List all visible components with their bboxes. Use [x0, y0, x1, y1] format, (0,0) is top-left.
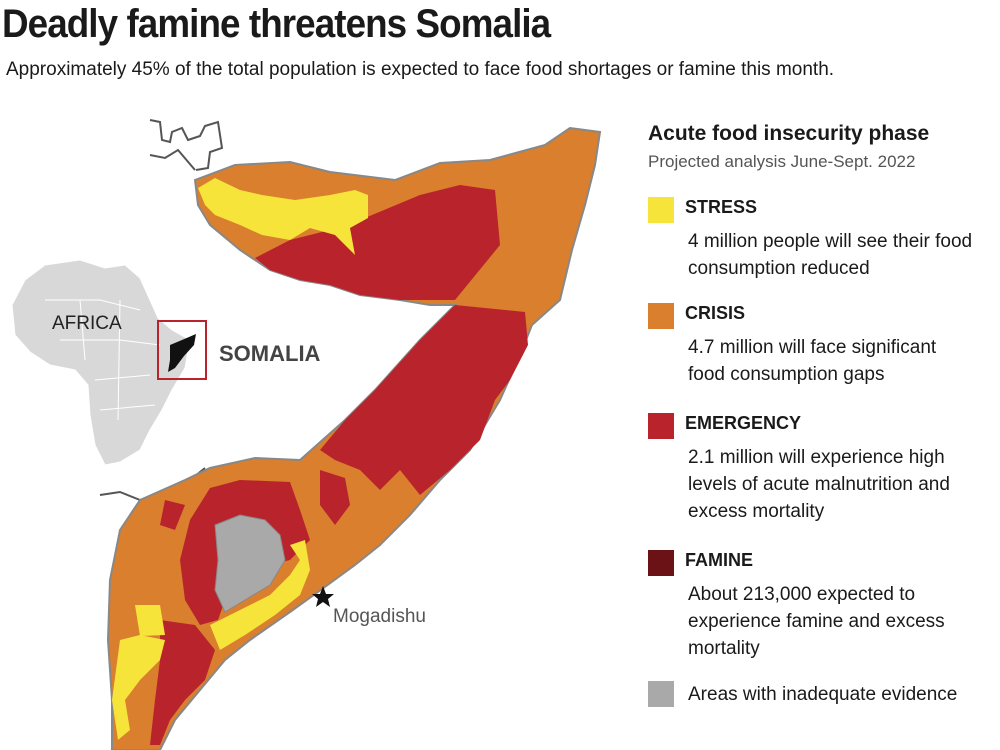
legend-label: FAMINE [685, 550, 754, 570]
somalia-label: SOMALIA [219, 341, 321, 366]
capital-star-icon [312, 586, 334, 607]
famine-swatch [648, 550, 674, 576]
emergency-swatch [648, 413, 674, 439]
legend-description: About 213,000 expected to experience fam… [688, 584, 945, 659]
legend-label: STRESS [685, 197, 758, 217]
emergency-zone [150, 620, 215, 745]
stress-zone [198, 178, 368, 255]
somalia-map: AFRICA SOMALIA Mogadishu [11, 119, 602, 750]
legend-description: 4 million people will see their food con… [688, 231, 973, 279]
africa-borders [45, 299, 161, 421]
neighbor-border [149, 119, 224, 171]
page-subtitle: Approximately 45% of the total populatio… [6, 59, 835, 80]
somalia-inset-shape [168, 334, 196, 372]
stress-swatch [648, 197, 674, 223]
capital-label: Mogadishu [333, 606, 426, 627]
somalia-inset-box [157, 320, 207, 380]
legend-label: EMERGENCY [685, 413, 802, 433]
stress-zone [210, 540, 310, 650]
stress-zone [135, 605, 165, 636]
emergency-zone [160, 500, 185, 530]
neighbor-border [149, 148, 196, 171]
legend-description: 2.1 million will experience high levels … [688, 447, 950, 522]
emergency-zone [320, 305, 528, 495]
legend-description: Areas with inadequate evidence [688, 684, 958, 705]
emergency-zone [320, 470, 350, 525]
emergency-zone [255, 185, 500, 300]
inadequate-evidence-zone [214, 514, 286, 613]
africa-silhouette [11, 259, 191, 466]
africa-label: AFRICA [52, 313, 122, 334]
stress-zone [112, 635, 165, 740]
legend-title: Acute food insecurity phase [648, 122, 930, 145]
legend: Acute food insecurity phase Projected an… [648, 122, 998, 707]
legend-description: 4.7 million will face significant food c… [688, 337, 937, 385]
page-title: Deadly famine threatens Somalia [2, 2, 551, 46]
legend-subtitle: Projected analysis June-Sept. 2022 [648, 152, 916, 171]
inadequate-swatch [648, 681, 674, 707]
crisis-swatch [648, 303, 674, 329]
legend-label: CRISIS [685, 303, 746, 323]
